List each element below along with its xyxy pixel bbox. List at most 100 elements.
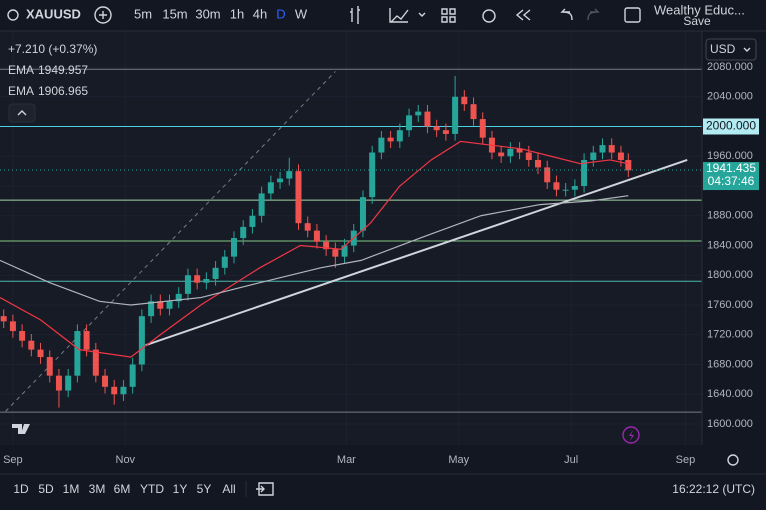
events-icon[interactable] bbox=[622, 426, 640, 444]
interval-button[interactable]: D bbox=[276, 6, 285, 21]
dropdown[interactable] bbox=[418, 12, 426, 17]
candle-body bbox=[516, 148, 523, 153]
search-icon[interactable] bbox=[7, 9, 19, 21]
candle-body bbox=[286, 171, 293, 179]
candle-body bbox=[203, 278, 210, 283]
candle-body bbox=[240, 226, 247, 239]
interval-button[interactable]: 4h bbox=[253, 6, 267, 21]
interval-button[interactable]: 5m bbox=[134, 6, 152, 21]
symbol[interactable]: XAUUSD bbox=[26, 6, 81, 21]
y-tick-label: 1720.000 bbox=[707, 329, 753, 341]
redo-button[interactable] bbox=[587, 8, 600, 21]
candle-body bbox=[55, 375, 62, 391]
date-range-button[interactable] bbox=[256, 482, 274, 496]
range-button[interactable]: 1D bbox=[13, 482, 29, 496]
y-tick-label: 1840.000 bbox=[707, 239, 753, 251]
candle-body bbox=[74, 331, 81, 376]
candle-body bbox=[267, 182, 274, 194]
undo-button[interactable] bbox=[560, 8, 573, 21]
candle-body bbox=[525, 152, 532, 160]
candle-body bbox=[625, 159, 632, 171]
candle-body bbox=[617, 152, 624, 160]
y-tick-label: 1680.000 bbox=[707, 358, 753, 370]
candle-body bbox=[544, 167, 551, 183]
candle-body bbox=[138, 316, 145, 365]
interval-button[interactable]: 1h bbox=[230, 6, 244, 21]
candle-body bbox=[37, 349, 44, 358]
candle-body bbox=[498, 152, 505, 157]
candle-body bbox=[424, 111, 431, 127]
interval-button[interactable]: W bbox=[295, 6, 308, 21]
interval-button[interactable]: 15m bbox=[162, 6, 187, 21]
range-button[interactable]: 5D bbox=[38, 482, 54, 496]
range-button[interactable]: 6M bbox=[114, 482, 131, 496]
ema-line bbox=[0, 195, 629, 306]
settings-button[interactable] bbox=[727, 454, 739, 466]
x-tick-label: May bbox=[448, 454, 469, 466]
candle-body bbox=[479, 119, 486, 138]
range-button[interactable]: 3M bbox=[89, 482, 106, 496]
x-tick-label: Nov bbox=[116, 454, 136, 466]
candle-body bbox=[46, 357, 53, 376]
collapse-legend[interactable] bbox=[8, 103, 36, 123]
candle-body bbox=[9, 321, 16, 332]
candle-body bbox=[0, 316, 7, 322]
dropdown bbox=[743, 47, 751, 52]
candle-body bbox=[19, 331, 26, 341]
range-button[interactable]: All bbox=[222, 482, 235, 496]
range-button[interactable]: YTD bbox=[140, 482, 164, 496]
candle-body bbox=[470, 104, 477, 120]
candle-body bbox=[194, 275, 201, 283]
lightning bbox=[629, 430, 634, 441]
tradingview-logo[interactable] bbox=[12, 424, 30, 434]
candle-body bbox=[369, 152, 376, 198]
candle-body bbox=[295, 171, 302, 224]
candle-body bbox=[277, 178, 284, 183]
save-button[interactable]: Save bbox=[683, 14, 711, 28]
interval-button[interactable]: 30m bbox=[195, 6, 220, 21]
candle-body bbox=[378, 137, 385, 153]
candle-body bbox=[359, 197, 366, 231]
ema-line bbox=[0, 140, 629, 358]
x-tick-label: Jul bbox=[564, 454, 578, 466]
candle-body bbox=[157, 301, 164, 309]
replay-button[interactable] bbox=[515, 9, 531, 21]
fullscreen-button[interactable] bbox=[624, 7, 641, 23]
candle-body bbox=[313, 230, 320, 242]
last-price-label: 1941.435 bbox=[706, 161, 756, 175]
range-button[interactable]: 1M bbox=[63, 482, 80, 496]
price-tag-label: 2000.000 bbox=[706, 119, 756, 133]
candle-body bbox=[212, 267, 219, 279]
candle-body bbox=[231, 238, 237, 257]
indicators-button[interactable] bbox=[389, 8, 409, 23]
candle-body bbox=[387, 137, 394, 142]
y-tick-label: 1960.000 bbox=[707, 150, 753, 162]
ema-name: EMA bbox=[8, 84, 34, 98]
candle-body bbox=[535, 159, 542, 168]
candle-body bbox=[396, 130, 403, 142]
chart-type-button[interactable] bbox=[350, 6, 360, 24]
last-price-tag bbox=[703, 162, 759, 191]
x-tick-label: Mar bbox=[337, 454, 356, 466]
candle-body bbox=[608, 145, 615, 153]
candle-body bbox=[406, 115, 413, 131]
account-name[interactable]: Wealthy Educ... bbox=[654, 2, 745, 17]
candle-body bbox=[65, 375, 72, 391]
range-button[interactable]: 5Y bbox=[197, 482, 212, 496]
y-tick-label: 2040.000 bbox=[707, 91, 753, 103]
candle-body bbox=[507, 148, 514, 157]
trend-line bbox=[5, 71, 336, 412]
compare-button[interactable] bbox=[94, 6, 112, 24]
ema-value: 1949.957 bbox=[38, 63, 88, 77]
layout-button[interactable] bbox=[441, 8, 456, 23]
range-group: 1D 5D 1M 3M 6M YTD 1Y 5Y All bbox=[13, 482, 235, 496]
candle-body bbox=[452, 96, 459, 134]
y-tick-label: 1640.000 bbox=[707, 388, 753, 400]
alert-button[interactable] bbox=[482, 9, 496, 23]
currency-button[interactable] bbox=[705, 38, 757, 61]
candle-body bbox=[129, 364, 136, 387]
y-tick-label: 1880.000 bbox=[707, 210, 753, 222]
range-button[interactable]: 1Y bbox=[173, 482, 188, 496]
candle-body bbox=[571, 185, 578, 190]
chevron-up bbox=[17, 110, 27, 116]
